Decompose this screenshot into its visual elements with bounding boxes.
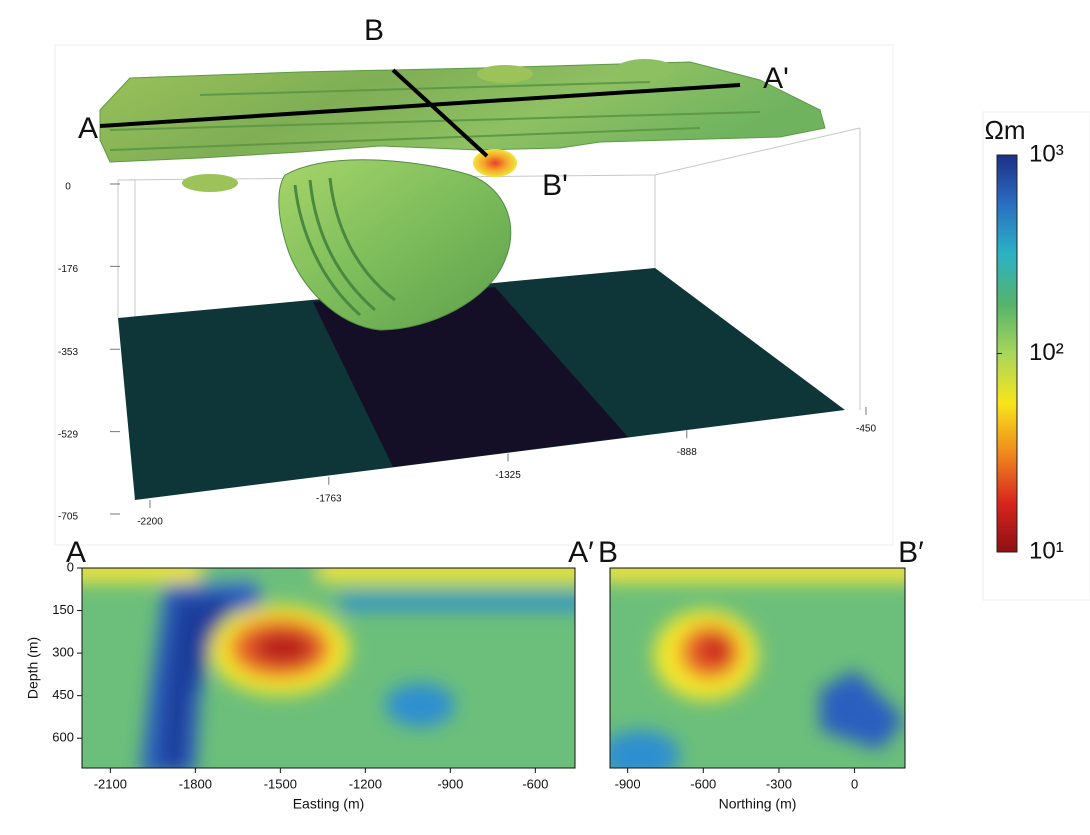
y-axis-label: Depth (m) (25, 637, 41, 699)
floor-strip (313, 287, 628, 467)
x-axis-label: Easting (m) (293, 796, 365, 812)
patch (182, 174, 238, 192)
depth-tick-label: -705 (58, 512, 78, 523)
profile-label: B (364, 14, 384, 47)
x-tick-label: -600 (690, 776, 716, 791)
depth-tick-label: -176 (58, 264, 78, 275)
section-end-label: A′ (568, 536, 594, 569)
profile-label: A' (763, 62, 789, 95)
section-field (610, 568, 905, 768)
block-model: A A' B B' (54, 14, 894, 546)
y-tick-label: 0 (67, 559, 74, 574)
anomaly (610, 568, 905, 582)
x-tick-label: -1200 (349, 776, 382, 791)
section-start-label: B (598, 536, 618, 569)
profile-a (99, 83, 741, 128)
anomalies (82, 568, 575, 768)
resistive-layer (99, 61, 826, 163)
colorbar-tick-label: 10³ (1029, 140, 1064, 167)
section-frame (81, 567, 576, 769)
depth-tick-label: -353 (58, 347, 78, 358)
section-frame (609, 567, 906, 769)
x-tick-label: -1500 (264, 776, 297, 791)
section-end-label: B′ (898, 536, 924, 569)
y-tick-label: 600 (52, 730, 74, 745)
anomaly (700, 636, 730, 664)
easting-tick-label: -1763 (316, 493, 342, 504)
anomaly (82, 568, 575, 582)
easting-tick-label: -1325 (495, 470, 521, 481)
conductor-body (278, 159, 512, 331)
profile-label: A (78, 112, 98, 145)
body-steps (293, 177, 396, 317)
anomaly (340, 595, 575, 610)
depth-tick-label: 0 (65, 182, 71, 193)
x-axis-label: Northing (m) (719, 796, 797, 812)
y-tick-label: 450 (52, 687, 74, 702)
y-tick-label: 300 (52, 645, 74, 660)
x-tick-label: -2100 (94, 776, 127, 791)
x-tick-label: 0 (851, 776, 858, 791)
colorbar-tick-label: 10¹ (1029, 537, 1064, 564)
depth-tick-label: -529 (58, 429, 78, 440)
easting-tick-label: -450 (856, 424, 876, 435)
x-tick-label: -900 (437, 776, 463, 791)
colorbar-tick-label: 10² (1029, 339, 1064, 366)
anomaly (160, 595, 235, 768)
hot-spot (473, 149, 517, 177)
x-tick-label: -300 (766, 776, 792, 791)
patch (615, 59, 675, 81)
anomaly (820, 670, 905, 750)
section-start-label: A (66, 536, 86, 569)
patch (477, 65, 533, 83)
easting-tick-label: -2200 (137, 517, 163, 528)
profile-label: B' (542, 169, 568, 202)
x-tick-label: -600 (522, 776, 548, 791)
anomaly (253, 632, 313, 664)
profile-b (391, 68, 489, 158)
easting-tick-label: -888 (677, 447, 697, 458)
y-tick-label: 150 (52, 602, 74, 617)
anomaly (610, 730, 680, 768)
anomalies (610, 568, 905, 768)
panel-border (54, 44, 894, 546)
section-field (82, 568, 575, 768)
anomaly (200, 568, 320, 582)
colorbar-unit: Ωm (984, 115, 1025, 145)
x-tick-label: -1800 (179, 776, 212, 791)
anomaly (385, 683, 455, 727)
layer-steps (109, 81, 761, 151)
x-tick-label: -900 (615, 776, 641, 791)
